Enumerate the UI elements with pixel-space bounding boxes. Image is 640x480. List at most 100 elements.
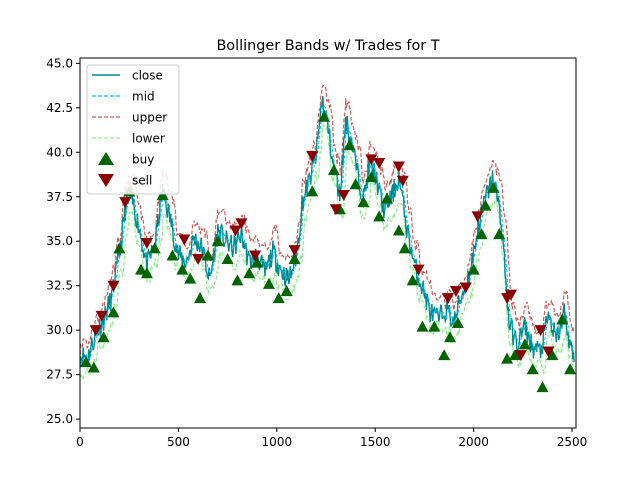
legend-label: close — [132, 69, 163, 83]
lower-band-line — [80, 123, 575, 380]
buy-marker — [444, 331, 457, 343]
buy-marker — [493, 228, 506, 240]
buy-marker — [526, 363, 539, 375]
legend-item-sell: sell — [98, 174, 152, 188]
sell-marker — [89, 325, 102, 337]
sell-marker — [412, 264, 425, 276]
buy-marker — [467, 263, 480, 275]
buy-marker — [272, 292, 285, 304]
sell-marker — [178, 234, 191, 246]
buy-marker — [546, 349, 559, 361]
buy-marker — [487, 181, 500, 193]
buy-marker — [221, 253, 234, 265]
sell-marker — [396, 175, 409, 187]
buy-marker — [166, 249, 179, 261]
sell-marker — [306, 150, 319, 162]
buy-marker — [416, 320, 429, 332]
sell-marker — [249, 250, 262, 262]
buy-marker — [251, 256, 264, 268]
buy-marker — [280, 285, 293, 297]
buy-marker — [343, 139, 356, 151]
legend-buy-marker — [98, 152, 114, 165]
buy-marker — [87, 361, 100, 373]
legend-item-close: close — [92, 69, 163, 83]
x-tick-label: 0 — [76, 435, 84, 449]
y-tick-label: 35.0 — [46, 234, 73, 248]
legend-item-mid: mid — [92, 90, 155, 104]
sell-marker — [471, 211, 484, 223]
mid-line — [80, 104, 575, 367]
buy-marker — [365, 171, 378, 183]
sell-marker — [337, 189, 350, 201]
y-tick-label: 37.5 — [46, 190, 73, 204]
buy-marker — [140, 267, 153, 279]
buy-marker — [556, 313, 569, 325]
mid-line-layer — [80, 104, 575, 367]
sell-marker — [140, 238, 153, 249]
x-tick-label: 1500 — [360, 435, 391, 449]
buy-marker — [107, 306, 120, 318]
plot-frame — [79, 57, 577, 429]
x-tick-label: 1000 — [262, 435, 293, 449]
buy-marker — [135, 263, 148, 275]
x-tick-label: 500 — [167, 435, 190, 449]
sell-marker — [534, 325, 547, 337]
buy-marker — [406, 274, 419, 286]
buy-marker — [508, 349, 521, 361]
buy-marker — [398, 242, 411, 254]
buy-markers — [80, 110, 576, 393]
buy-marker — [428, 320, 441, 332]
buy-marker — [243, 267, 256, 279]
buy-marker — [518, 338, 531, 350]
buy-marker — [349, 178, 362, 190]
buy-marker — [392, 224, 405, 236]
chart-title: Bollinger Bands w/ Trades for T — [216, 38, 439, 54]
legend-label: mid — [132, 90, 155, 104]
buy-marker — [201, 249, 214, 261]
sell-marker — [449, 286, 462, 298]
buy-marker — [288, 253, 301, 265]
buy-marker — [373, 210, 386, 222]
sell-marker — [373, 157, 386, 169]
sell-marker — [329, 204, 342, 216]
x-tick-label: 2500 — [557, 435, 588, 449]
sell-marker — [119, 197, 132, 209]
buy-marker — [438, 349, 451, 361]
buy-marker — [357, 196, 370, 208]
buy-marker — [262, 277, 275, 289]
legend-item-upper: upper — [92, 111, 167, 125]
sell-marker — [514, 350, 527, 362]
buy-marker — [184, 272, 197, 284]
y-tick-label: 42.5 — [46, 101, 73, 115]
sell-marker — [459, 282, 472, 294]
legend-label: lower — [132, 132, 165, 146]
sell-marker — [505, 289, 518, 301]
legend-sell-marker — [98, 174, 114, 187]
x-axis: 0 500 1000 1500 2000 2500 — [76, 428, 587, 449]
buy-marker — [80, 356, 92, 368]
buy-marker — [231, 274, 244, 286]
y-tick-label: 27.5 — [46, 368, 73, 382]
buy-marker — [113, 242, 126, 254]
buy-marker — [479, 199, 492, 211]
sell-marker — [288, 245, 301, 257]
x-tick-label: 2000 — [458, 435, 489, 449]
buy-marker — [451, 317, 464, 329]
sell-marker — [192, 254, 205, 266]
buy-marker — [327, 164, 340, 176]
buy-marker — [306, 185, 319, 197]
buy-marker — [176, 263, 189, 275]
legend-item-lower: lower — [92, 132, 165, 146]
y-tick-label: 25.0 — [46, 412, 73, 426]
plot-area — [80, 83, 576, 393]
buy-marker — [148, 242, 161, 254]
sell-marker — [235, 218, 248, 230]
y-tick-label: 30.0 — [46, 323, 73, 337]
buy-marker — [536, 381, 549, 393]
sell-marker — [229, 225, 242, 237]
buy-marker — [381, 192, 394, 204]
legend-label: sell — [132, 174, 152, 188]
buy-marker — [194, 292, 207, 304]
sell-marker — [95, 310, 108, 322]
